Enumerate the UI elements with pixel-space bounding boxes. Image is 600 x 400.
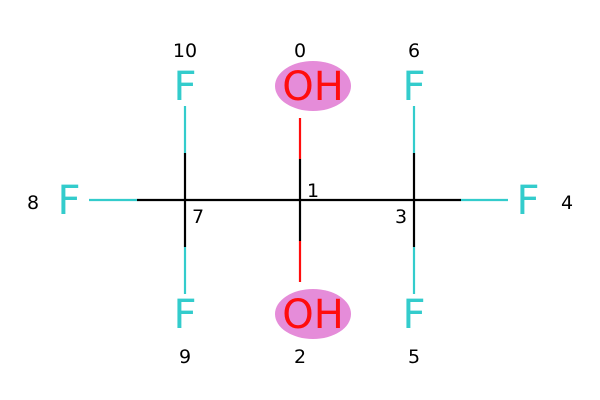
highlight-atom-0 bbox=[275, 61, 351, 111]
atom-label-6: F bbox=[402, 64, 425, 110]
atom-index-2: 2 bbox=[294, 346, 306, 368]
atom-index-0: 0 bbox=[294, 40, 306, 62]
atom-index-layer: 0 1 2 3 4 5 6 7 8 9 10 bbox=[27, 40, 573, 368]
atom-index-7: 7 bbox=[192, 206, 204, 228]
highlight-layer bbox=[275, 61, 351, 339]
atom-label-layer: OH OH F F F F F F bbox=[57, 64, 539, 338]
bond-layer bbox=[89, 106, 508, 294]
atom-label-9: F bbox=[173, 292, 196, 338]
atom-index-1: 1 bbox=[307, 180, 319, 202]
atom-label-2: OH bbox=[282, 292, 344, 338]
atom-index-10: 10 bbox=[173, 40, 197, 62]
atom-index-8: 8 bbox=[27, 192, 39, 214]
atom-index-4: 4 bbox=[561, 192, 573, 214]
atom-index-9: 9 bbox=[179, 346, 191, 368]
atom-label-4: F bbox=[516, 178, 539, 224]
atom-index-6: 6 bbox=[408, 40, 420, 62]
highlight-atom-2 bbox=[275, 289, 351, 339]
atom-index-5: 5 bbox=[408, 346, 420, 368]
atom-label-10: F bbox=[173, 64, 196, 110]
atom-label-0: OH bbox=[282, 64, 344, 110]
atom-label-5: F bbox=[402, 292, 425, 338]
atom-label-8: F bbox=[57, 178, 80, 224]
atom-index-3: 3 bbox=[395, 206, 407, 228]
